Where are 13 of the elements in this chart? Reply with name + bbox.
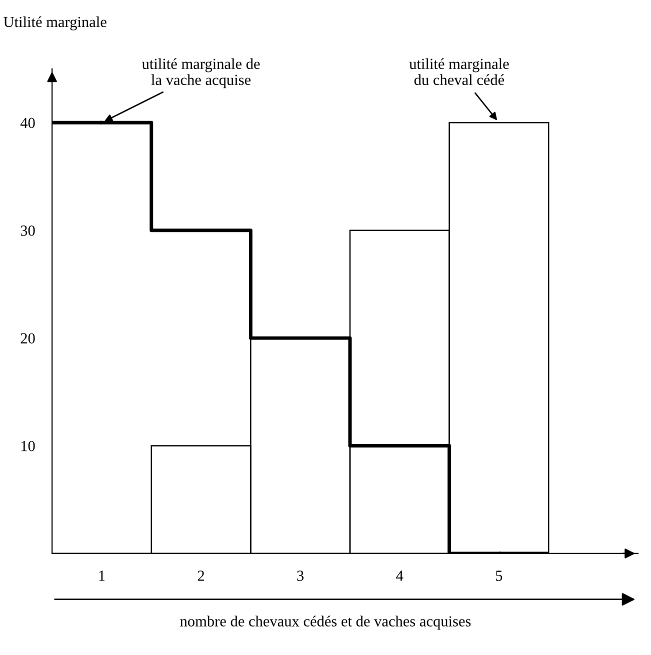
x-tick-label: 4 xyxy=(396,570,404,581)
y-tick-label: 20 xyxy=(20,333,35,344)
y-tick-label: 30 xyxy=(20,225,35,236)
annotation: utilité marginale de la vache acquise xyxy=(142,58,260,88)
annotation: utilité marginale du cheval cédé xyxy=(409,58,509,86)
x-tick-label: 2 xyxy=(198,570,204,581)
x-tick-label: 1 xyxy=(99,570,105,581)
y-tick-label: 40 xyxy=(20,118,35,128)
y-tick-label: 10 xyxy=(21,440,35,452)
y-axis-title: Utilité marginale xyxy=(4,16,106,30)
x-axis-title: nombre de chevaux cédés et de vaches acquises xyxy=(180,616,471,630)
x-tick-label: 5 xyxy=(496,570,502,581)
x-tick-label: 3 xyxy=(297,570,304,581)
